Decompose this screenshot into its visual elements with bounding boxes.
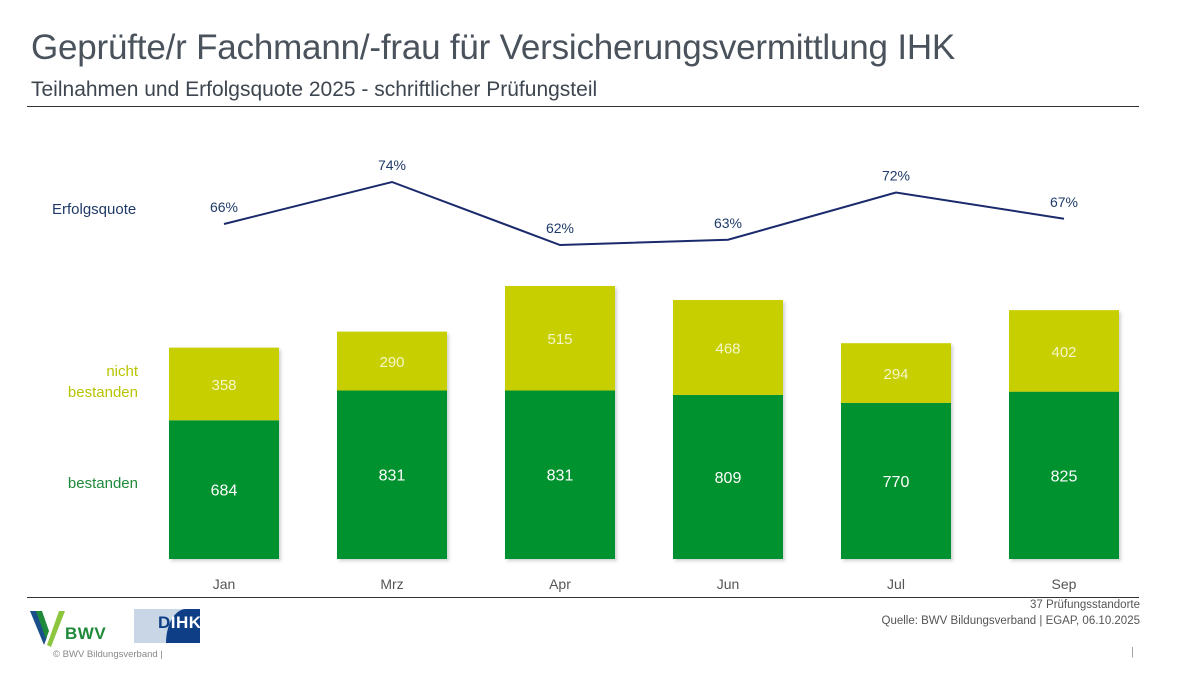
bar-label-nicht-bestanden: 358 — [211, 377, 236, 394]
bar-label-bestanden: 809 — [715, 470, 742, 487]
bar-bestanden — [841, 402, 951, 559]
bar-nicht-bestanden — [505, 286, 615, 391]
bwv-logo-icon — [30, 611, 65, 647]
erfolgsquote-point-label: 67% — [1050, 194, 1078, 210]
bar-nicht-bestanden — [841, 343, 951, 403]
page-subtitle: Teilnahmen und Erfolgsquote 2025 - schri… — [31, 78, 598, 101]
bar-label-bestanden: 825 — [1051, 468, 1078, 485]
page-title: Geprüfte/r Fachmann/-frau für Versicheru… — [31, 28, 956, 67]
bar-bestanden — [505, 390, 615, 559]
bar-nicht-bestanden — [169, 347, 279, 421]
bar-label-bestanden: 684 — [211, 483, 238, 500]
bar-label-bestanden: 770 — [883, 474, 910, 491]
erfolgsquote-point-label: 63% — [714, 215, 742, 231]
bar-bestanden — [169, 420, 279, 559]
bar-stack — [337, 331, 447, 559]
bar-label-nicht-bestanden: 294 — [883, 366, 908, 383]
bwv-logo-text: BWV — [65, 624, 107, 643]
note-source: Quelle: BWV Bildungsverband | EGAP, 06.1… — [881, 615, 1141, 627]
legend-erfolgsquote: Erfolgsquote — [52, 201, 137, 218]
x-tick-label: Mrz — [380, 576, 403, 592]
bar-stack — [1009, 310, 1119, 559]
x-tick-label: Jan — [213, 576, 236, 592]
bar-nicht-bestanden — [337, 331, 447, 391]
bar-label-bestanden: 831 — [547, 468, 574, 485]
bar-nicht-bestanden — [1009, 310, 1119, 392]
x-tick-label: Jun — [717, 576, 740, 592]
line-layer: 66% 74% 62% 63% 72% 67% — [210, 157, 1078, 247]
legend-nicht-bestanden-line2: bestanden — [67, 384, 138, 401]
source-note: 37 Prüfungsstandorte Quelle: BWV Bildung… — [882, 597, 1141, 629]
x-axis-divider — [27, 597, 1139, 598]
erfolgsquote-point-label: 62% — [546, 220, 574, 236]
erfolgsquote-point-label: 74% — [378, 157, 406, 173]
dihk-logo-d: D — [158, 613, 171, 632]
erfolgsquote-point-label: 72% — [882, 168, 910, 184]
bar-stack — [673, 299, 783, 559]
footer-pipe: | — [1131, 646, 1134, 658]
x-tick-label: Apr — [549, 576, 571, 592]
bar-bestanden — [673, 394, 783, 559]
bar-label-bestanden: 831 — [379, 468, 406, 485]
bar-stack — [505, 286, 615, 559]
legend-nicht-bestanden-line1: nicht — [106, 363, 138, 380]
bar-bestanden — [1009, 391, 1119, 559]
dihk-logo-rest: IHK — [170, 613, 200, 632]
bar-stack — [169, 347, 279, 559]
bar-nicht-bestanden — [673, 299, 783, 395]
bar-label-nicht-bestanden: 290 — [379, 354, 404, 371]
x-tick-label: Jul — [887, 576, 905, 592]
bars-layer: 684 358 831 290 831 515 809 468 770 294 825 402 — [169, 286, 1119, 559]
bar-stack — [841, 343, 951, 559]
erfolgsquote-line — [223, 180, 1065, 247]
copyright: © BWV Bildungsverband | — [53, 649, 163, 660]
legend-nicht-bestanden: nicht bestanden — [40, 361, 138, 403]
erfolgsquote-point-label: 66% — [210, 199, 238, 215]
bar-label-nicht-bestanden: 515 — [547, 331, 572, 348]
x-axis-labels: Jan Mrz Apr Jun Jul Sep — [213, 576, 1077, 592]
legend-bestanden: bestanden — [67, 475, 138, 492]
title-divider — [27, 106, 1139, 107]
bar-bestanden — [337, 390, 447, 559]
note-standorte: 37 Prüfungsstandorte — [1030, 599, 1140, 611]
x-tick-label: Sep — [1052, 576, 1077, 592]
bar-label-nicht-bestanden: 402 — [1051, 344, 1076, 361]
dihk-logo-icon: DIHK — [134, 609, 200, 643]
bar-label-nicht-bestanden: 468 — [715, 340, 740, 357]
